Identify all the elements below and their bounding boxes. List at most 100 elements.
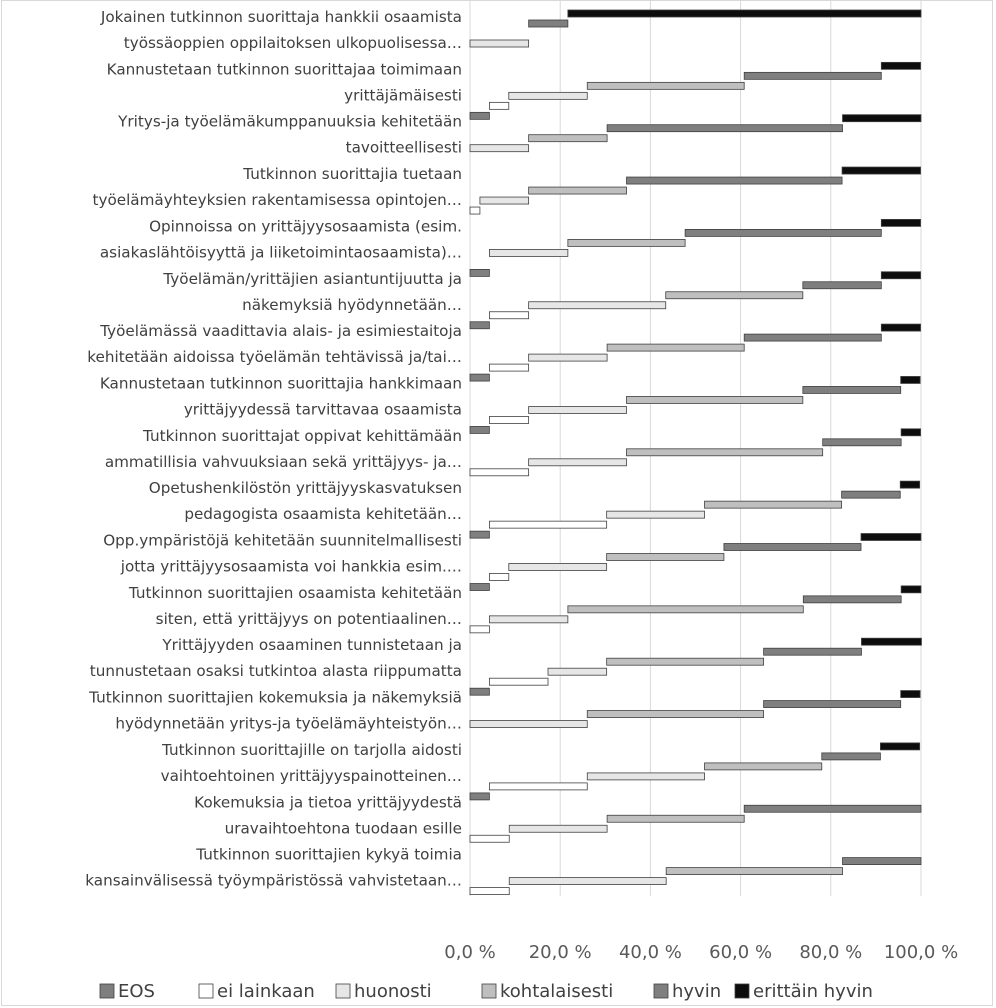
bars: [469, 9, 922, 895]
bar-segment: [469, 268, 490, 277]
bar-segment: [469, 321, 490, 330]
category-label: yrittäjämäisesti: [344, 86, 462, 104]
bar-segment: [626, 396, 804, 404]
bar-segment: [469, 373, 490, 382]
bar-segment: [469, 530, 490, 539]
bar-segment: [547, 667, 608, 676]
category-label: hyödynnetään yritys-ja työelämäyhteistyö…: [115, 715, 462, 733]
bar-segment: [665, 867, 843, 875]
bar-segment: [802, 595, 902, 604]
bar-segment: [860, 533, 922, 541]
bar-segment: [586, 772, 705, 781]
category-label: Opinnoissa on yrittäjyysosaamista (esim.: [149, 217, 462, 235]
bar-segment: [880, 271, 921, 280]
bar-segment: [606, 657, 765, 666]
category-label: Yritys-ja työelämäkumppanuuksia kehitetä…: [117, 113, 462, 131]
legend-swatch: [734, 983, 750, 999]
bar-segment: [606, 553, 725, 561]
bar-segment: [528, 19, 569, 28]
category-label: Tutkinnon suorittajia tuetaan: [242, 165, 462, 183]
bar-segment: [900, 585, 922, 594]
bar-segment: [841, 490, 901, 499]
bar-segment: [488, 573, 510, 581]
bar-segment: [586, 710, 765, 718]
bar-segment: [626, 176, 843, 185]
bar-segment: [743, 333, 882, 342]
x-tick-label: 20,0 %: [529, 942, 592, 963]
legend-swatch: [99, 983, 115, 999]
legend-label: hyvin: [672, 981, 721, 1002]
bar-segment: [469, 834, 510, 843]
bar-segment: [469, 720, 588, 728]
x-tick-label: 60,0 %: [709, 942, 772, 963]
bar-segment: [841, 166, 921, 175]
bar-segment: [469, 468, 530, 477]
bar-segment: [684, 228, 882, 237]
category-label: tunnustetaan osaksi tutkintoa alasta rii…: [90, 662, 462, 680]
bar-segment: [880, 323, 921, 332]
bar-segment: [665, 291, 804, 300]
bar-segment: [469, 687, 490, 696]
bar-segment: [508, 824, 608, 833]
legend-label: huonosti: [354, 981, 432, 1002]
category-label: tavoitteellisesti: [346, 139, 462, 157]
category-label: näkemyksiä hyödynnetään…: [242, 296, 462, 314]
bar-segment: [469, 111, 490, 120]
bar-segment: [900, 428, 921, 437]
bar-segment: [900, 690, 921, 698]
category-label: Kannustetaan tutkinnon suorittajia hankk…: [100, 374, 462, 392]
bar-segment: [880, 742, 921, 751]
bar-segment: [528, 458, 627, 467]
legend-label: erittäin hyvin: [753, 981, 873, 1002]
bar-segment: [567, 9, 922, 18]
bar-segment: [842, 857, 922, 865]
bar-segment: [469, 426, 490, 434]
category-label: Kannustetaan tutkinnon suorittajaa toimi…: [107, 60, 462, 78]
category-label: Tutkinnon suorittajille on tarjolla aido…: [161, 741, 462, 759]
category-label: vaihtoehtoinen yrittäjyyspainotteinen…: [161, 767, 462, 785]
legend-swatch: [335, 983, 351, 999]
category-label: kansainvälisessä työympäristössä vahvist…: [85, 872, 462, 890]
category-label: kehitetään aidoissa työelämän tehtävissä…: [87, 348, 462, 366]
category-label: uravaihtoehtona tuodaan esille: [225, 819, 462, 837]
bar-segment: [586, 81, 745, 90]
bar-segment: [606, 814, 745, 823]
bar-segment: [802, 281, 882, 290]
bar-segment: [469, 625, 490, 634]
category-label: Kokemuksia ja tietoa yrittäjyydestä: [194, 793, 462, 811]
bar-segment: [508, 563, 608, 571]
bar-segment: [469, 887, 510, 895]
bar-segment: [488, 615, 569, 624]
bar-segment: [488, 363, 530, 372]
bar-segment: [528, 134, 608, 143]
bar-segment: [567, 238, 686, 247]
bar-segment: [606, 124, 843, 133]
bar-segment: [567, 605, 804, 614]
legend-label: EOS: [118, 981, 155, 1002]
category-label: Tutkinnon suorittajien osaamista kehitet…: [128, 584, 462, 602]
category-label: pedagogista osaamista kehitetään…: [184, 505, 462, 523]
bar-segment: [763, 700, 902, 708]
category-label: työelämäyhteyksien rakentamisessa opinto…: [93, 191, 463, 209]
category-label: Opp.ympäristöjä kehitetään suunnitelmall…: [103, 532, 462, 550]
bar-segment: [821, 752, 881, 761]
bar-segment: [743, 71, 882, 80]
bar-segment: [469, 39, 530, 48]
bar-segment: [606, 343, 745, 352]
category-label: Työelämässä vaadittavia alais- ja esimie…: [99, 322, 462, 340]
category-label: Opetushenkilöstön yrittäjyyskasvatuksen: [149, 479, 462, 497]
bar-segment: [479, 196, 530, 205]
bar-segment: [469, 206, 481, 215]
bar-segment: [528, 301, 667, 310]
bar-segment: [802, 386, 902, 394]
category-label: jotta yrittäjyysosaamista voi hankkia es…: [120, 558, 462, 576]
bar-segment: [606, 510, 705, 519]
bar-segment: [488, 782, 588, 791]
category-labels: Jokainen tutkinnon suorittaja hankkii os…: [85, 8, 462, 890]
category-label: yrittäjyydessä tarvittavaa osaamista: [184, 400, 462, 418]
category-label: ammatillisia vahvuuksiaan sekä yrittäjyy…: [105, 453, 462, 471]
legend-swatch: [653, 983, 669, 999]
bar-segment: [528, 353, 608, 362]
category-label: työssäoppien oppilaitoksen ulkopuolisess…: [124, 34, 462, 52]
